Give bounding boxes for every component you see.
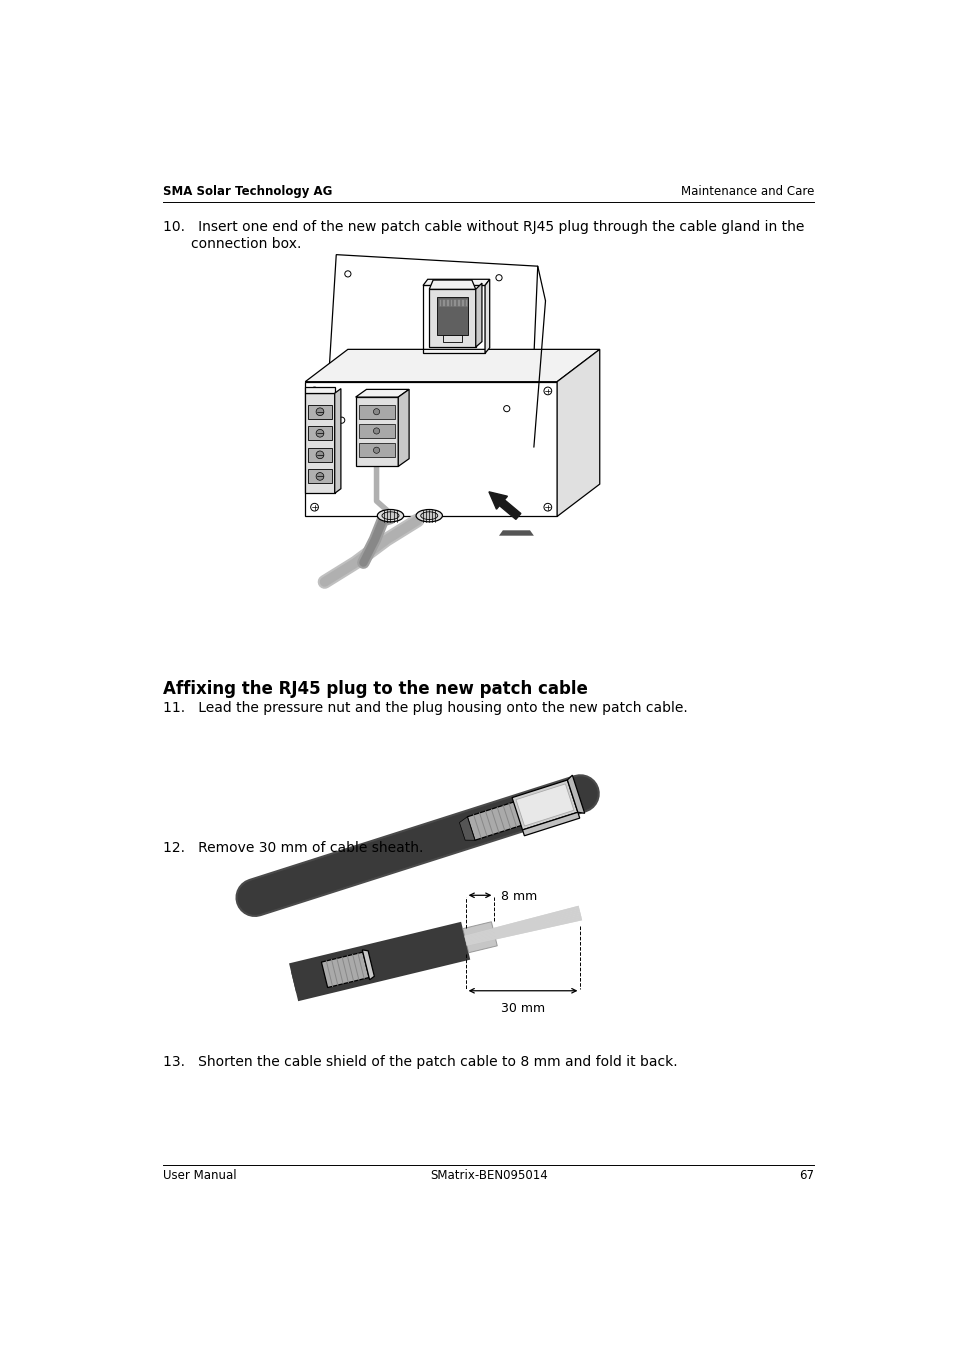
- Polygon shape: [522, 813, 579, 836]
- Polygon shape: [321, 952, 369, 987]
- Polygon shape: [291, 930, 468, 992]
- Polygon shape: [445, 299, 448, 307]
- Polygon shape: [362, 950, 374, 980]
- Circle shape: [315, 452, 323, 458]
- Circle shape: [315, 430, 323, 437]
- Polygon shape: [429, 280, 476, 289]
- Polygon shape: [460, 299, 463, 307]
- Polygon shape: [456, 299, 459, 307]
- Polygon shape: [308, 426, 332, 441]
- Polygon shape: [355, 389, 409, 397]
- Text: connection box.: connection box.: [192, 237, 301, 251]
- Text: 10.   Insert one end of the new patch cable without RJ45 plug through the cable : 10. Insert one end of the new patch cabl…: [163, 220, 804, 234]
- Circle shape: [315, 408, 323, 415]
- Polygon shape: [324, 254, 537, 448]
- Polygon shape: [305, 393, 335, 493]
- Circle shape: [373, 408, 379, 415]
- Text: Maintenance and Care: Maintenance and Care: [680, 185, 814, 197]
- Text: 8 mm: 8 mm: [500, 891, 537, 903]
- Ellipse shape: [416, 510, 442, 522]
- Polygon shape: [308, 404, 332, 419]
- Polygon shape: [308, 469, 332, 483]
- Polygon shape: [476, 283, 481, 347]
- Text: 12.   Remove 30 mm of cable sheath.: 12. Remove 30 mm of cable sheath.: [163, 841, 423, 856]
- Text: 13.   Shorten the cable shield of the patch cable to 8 mm and fold it back.: 13. Shorten the cable shield of the patc…: [163, 1056, 678, 1069]
- Polygon shape: [459, 817, 475, 840]
- Polygon shape: [305, 387, 335, 393]
- Text: SMA Solar Technology AG: SMA Solar Technology AG: [163, 185, 333, 197]
- Polygon shape: [516, 784, 574, 826]
- Polygon shape: [484, 280, 489, 353]
- Text: 30 mm: 30 mm: [500, 1002, 544, 1014]
- Polygon shape: [557, 349, 599, 516]
- Polygon shape: [498, 530, 534, 535]
- Polygon shape: [358, 404, 395, 419]
- Polygon shape: [514, 799, 527, 827]
- Polygon shape: [308, 448, 332, 462]
- Circle shape: [315, 473, 323, 480]
- Ellipse shape: [420, 512, 437, 519]
- Polygon shape: [305, 381, 557, 516]
- Polygon shape: [397, 389, 409, 466]
- Text: 11.   Lead the pressure nut and the plug housing onto the new patch cable.: 11. Lead the pressure nut and the plug h…: [163, 702, 687, 715]
- Polygon shape: [358, 443, 395, 457]
- Polygon shape: [305, 349, 599, 381]
- Circle shape: [373, 448, 379, 453]
- Polygon shape: [429, 289, 476, 347]
- Polygon shape: [464, 299, 467, 307]
- Ellipse shape: [381, 512, 398, 519]
- Text: 67: 67: [799, 1169, 814, 1182]
- Polygon shape: [438, 299, 441, 307]
- Ellipse shape: [377, 510, 403, 522]
- Polygon shape: [467, 802, 522, 840]
- Polygon shape: [453, 299, 456, 307]
- Text: Affixing the RJ45 plug to the new patch cable: Affixing the RJ45 plug to the new patch …: [163, 680, 588, 698]
- Polygon shape: [355, 397, 397, 466]
- Text: User Manual: User Manual: [163, 1169, 236, 1182]
- Polygon shape: [358, 425, 395, 438]
- Polygon shape: [335, 388, 340, 493]
- Polygon shape: [567, 775, 584, 814]
- Circle shape: [373, 427, 379, 434]
- Polygon shape: [449, 299, 452, 307]
- Polygon shape: [442, 299, 444, 307]
- Polygon shape: [462, 922, 497, 953]
- Polygon shape: [512, 780, 578, 830]
- Polygon shape: [436, 297, 468, 335]
- Text: SMatrix-BEN095014: SMatrix-BEN095014: [430, 1169, 547, 1182]
- FancyArrow shape: [488, 492, 520, 519]
- Polygon shape: [443, 335, 461, 342]
- Polygon shape: [422, 280, 489, 285]
